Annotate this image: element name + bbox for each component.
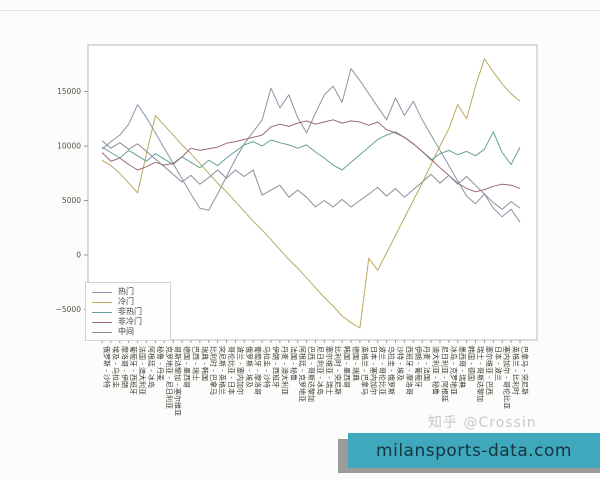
x-tick-label: 尼日利亚 - 阿根廷 <box>440 346 449 402</box>
x-tick-label: 阿根廷 - 冰岛 <box>147 346 156 388</box>
x-tick-label: 突尼斯 - 英格兰 <box>218 346 227 395</box>
x-tick-label: 比利时 - 巴拿马 <box>209 346 218 395</box>
x-tick-label: 沙特 - 埃及 <box>396 346 405 381</box>
x-tick-label: 俄罗斯 - 埃及 <box>245 346 254 388</box>
legend-item-hot: 热门 <box>92 287 164 297</box>
x-tick-label: 德国 - 瑞典 <box>352 346 361 381</box>
x-tick-label: 瑞典 - 韩国 <box>200 346 209 381</box>
y-tick-label: 0 <box>76 251 81 260</box>
x-tick-label: 瑞士 - 哥斯达黎加 <box>476 346 485 402</box>
legend-line-sample-non-cold <box>92 321 112 323</box>
x-tick-label: 摩洛哥 - 伊朗 <box>120 346 129 388</box>
x-tick-label: 乌拉圭 - 俄罗斯 <box>387 346 396 395</box>
legend-line-sample-cold <box>92 301 112 303</box>
legend-item-cold: 冷门 <box>92 297 164 307</box>
x-tick-label: 日本 - 波兰 <box>494 346 503 381</box>
x-tick-label: 德国 - 墨西哥 <box>183 346 192 388</box>
legend-item-middle: 中间 <box>92 327 164 337</box>
series-line-middle <box>101 140 521 210</box>
x-tick-label: 波兰 - 塞内加尔 <box>236 346 245 395</box>
y-tick-label: −5000 <box>56 305 82 314</box>
x-tick-label: 哥伦比亚 - 日本 <box>227 346 236 395</box>
x-tick-label: 韩国 - 德国 <box>467 346 476 381</box>
x-tick-label: 韩国 - 墨西哥 <box>343 346 352 388</box>
legend-label-non-hot: 非热门 <box>118 307 142 316</box>
legend-line-sample-non-hot <box>92 311 112 313</box>
x-tick-label: 伊朗 - 葡萄牙 <box>414 346 423 388</box>
series-line-cold <box>101 58 521 329</box>
watermark-text: 知乎 @Crossin <box>428 415 537 431</box>
x-tick-label: 法国 - 澳大利亚 <box>138 346 147 395</box>
chart-legend: 热门 冷门 非热门 非冷门 中间 <box>85 282 171 341</box>
x-tick-label: 乌拉圭 - 沙特 <box>263 346 272 388</box>
x-tick-label: 冰岛 - 克罗地亚 <box>449 346 458 395</box>
x-tick-label: 英格兰 - 巴拿马 <box>360 346 369 395</box>
site-banner: milansports-data.com <box>348 433 600 468</box>
y-tick-label: 10000 <box>57 142 81 151</box>
legend-line-sample-hot <box>92 291 112 293</box>
x-tick-label: 巴西 - 哥斯达黎加 <box>307 346 316 402</box>
x-tick-label: 俄罗斯 - 沙特 <box>103 346 112 388</box>
legend-label-non-cold: 非冷门 <box>118 317 142 326</box>
site-banner-text: milansports-data.com <box>376 440 572 461</box>
x-tick-label: 葡萄牙 - 摩洛哥 <box>254 346 263 395</box>
x-tick-label: 哥斯达黎加 - 塞尔维亚 <box>174 346 183 416</box>
x-tick-label: 巴拿马 - 突尼斯 <box>521 346 530 395</box>
legend-label-hot: 热门 <box>118 287 134 296</box>
legend-label-middle: 中间 <box>118 327 134 336</box>
x-tick-label: 塞尔维亚 - 巴西 <box>485 346 494 395</box>
series-line-hot <box>101 68 521 223</box>
x-tick-label: 比利时 - 突尼斯 <box>334 346 343 395</box>
legend-line-sample-middle <box>92 331 112 333</box>
x-tick-label: 法国 - 秘鲁 <box>289 346 298 381</box>
x-tick-label: 克罗地亚 - 尼日利亚 <box>165 346 174 409</box>
x-tick-label: 墨西哥 - 瑞典 <box>458 346 467 388</box>
x-tick-label: 伊朗 - 西班牙 <box>271 346 280 388</box>
x-tick-label: 阿根廷 - 克罗地亚 <box>298 346 307 402</box>
x-tick-label: 波兰 - 哥伦比亚 <box>378 346 387 395</box>
x-tick-label: 秘鲁 - 丹麦 <box>156 346 165 381</box>
x-tick-label: 日本 - 塞内加尔 <box>369 346 378 395</box>
y-tick-label: 15000 <box>57 87 81 96</box>
x-tick-label: 尼日利亚 - 冰岛 <box>316 346 325 395</box>
x-tick-label: 巴西 - 瑞士 <box>191 346 200 381</box>
x-tick-label: 澳大利亚 - 秘鲁 <box>432 346 441 395</box>
x-tick-label: 英格兰 - 比利时 <box>512 346 521 395</box>
x-tick-label: 塞内加尔 - 哥伦比亚 <box>503 346 512 409</box>
x-tick-label: 丹麦 - 法国 <box>423 346 432 381</box>
figure-top-border <box>0 10 600 11</box>
x-tick-label: 葡萄牙 - 西班牙 <box>129 346 138 395</box>
legend-item-non-hot: 非热门 <box>92 307 164 317</box>
x-tick-label: 塞尔维亚 - 瑞士 <box>325 346 334 395</box>
x-tick-label: 埃及 - 乌拉圭 <box>111 346 120 388</box>
legend-label-cold: 冷门 <box>118 297 134 306</box>
x-tick-label: 西班牙 - 摩洛哥 <box>405 346 414 395</box>
legend-item-non-cold: 非冷门 <box>92 317 164 327</box>
x-tick-label: 丹麦 - 澳大利亚 <box>280 346 289 395</box>
y-tick-label: 5000 <box>62 196 81 205</box>
